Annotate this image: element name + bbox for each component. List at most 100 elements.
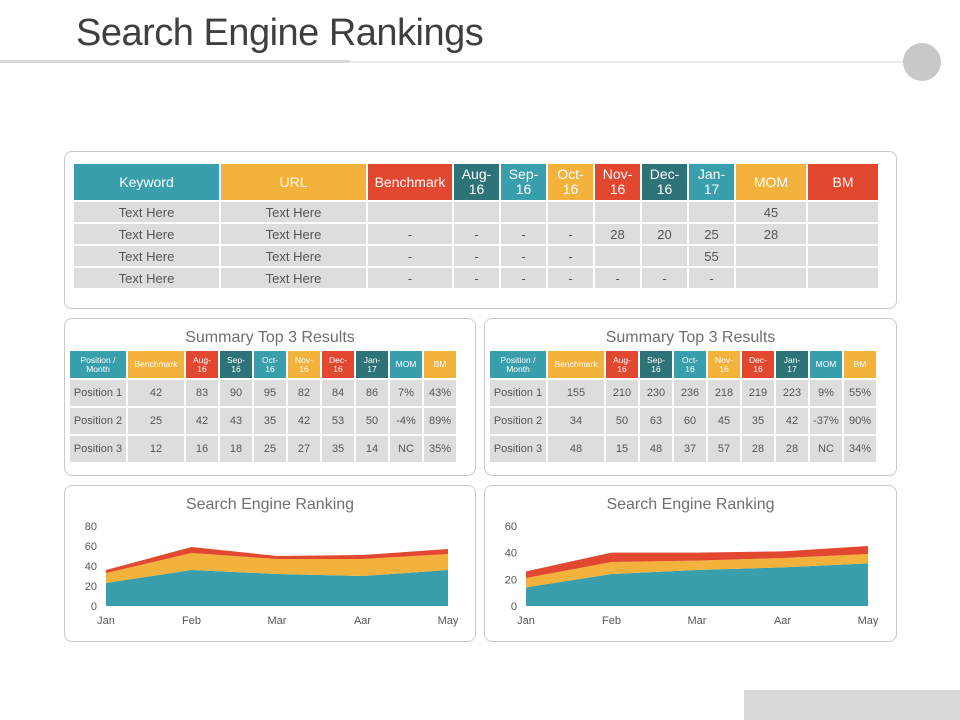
table-cell: Position 3 [490, 436, 546, 462]
title-underline [0, 60, 350, 63]
area-chart: 0 20 40 60 80 Jan Feb Mar Aar May [85, 521, 459, 627]
table-cell: 42 [128, 380, 184, 406]
x-tick-label: Mar [688, 615, 707, 627]
column-header: Benchmark [548, 351, 604, 378]
table-cell: - [548, 268, 593, 288]
table-cell [368, 202, 452, 222]
y-tick-label: 80 [85, 521, 97, 533]
column-header: Dec- 16 [742, 351, 774, 378]
y-tick-label: 60 [85, 541, 97, 553]
table-cell: 55% [844, 380, 876, 406]
table-cell [689, 202, 734, 222]
table-cell: Position 2 [70, 408, 126, 434]
table-cell: NC [390, 436, 422, 462]
table-cell: 20 [642, 224, 687, 244]
table-cell: 155 [548, 380, 604, 406]
table-cell: -4% [390, 408, 422, 434]
table-cell: Text Here [221, 268, 366, 288]
table-row: Position 1 155 210 230 236 218 219 223 9% 55% [490, 380, 876, 406]
table-cell [808, 268, 878, 288]
table-cell: 28 [736, 224, 806, 244]
table-cell: Text Here [221, 246, 366, 266]
area-chart: 0 20 40 60 Jan Feb Mar Aar May [505, 521, 879, 627]
page-title: Search Engine Rankings [76, 12, 484, 54]
table-cell [501, 202, 546, 222]
column-header: Nov- 16 [595, 164, 640, 200]
table-cell: 34% [844, 436, 876, 462]
x-tick-label: Aar [354, 615, 371, 627]
summary-title: Summary Top 3 Results [605, 329, 776, 346]
table-cell [808, 224, 878, 244]
table-cell [642, 202, 687, 222]
column-header: Jan- 17 [356, 351, 388, 378]
table-row: Text Here Text Here - - - -28 20 25 28 [74, 224, 878, 244]
table-cell: 218 [708, 380, 740, 406]
x-tick-label: Jan [517, 615, 535, 627]
column-header: Aug- 16 [186, 351, 218, 378]
column-header: BM [808, 164, 878, 200]
column-header: Oct- 16 [674, 351, 706, 378]
table-cell [454, 202, 499, 222]
table-cell: 57 [708, 436, 740, 462]
table-cell: - [501, 246, 546, 266]
table-cell: 48 [548, 436, 604, 462]
table-cell: 45 [736, 202, 806, 222]
column-header: Benchmark [128, 351, 184, 378]
table-cell: - [642, 268, 687, 288]
keyword-ranking-table: Keyword URL Benchmark Aug- 16 Sep- 16 Oct- 16… [72, 162, 880, 290]
column-header: Nov- 16 [708, 351, 740, 378]
table-cell: 90 [220, 380, 252, 406]
table-cell: 9% [810, 380, 842, 406]
table-row: Position 3 12 16 18 25 27 35 14 NC 35% [70, 436, 456, 462]
table-cell: Text Here [74, 202, 219, 222]
table-cell: 35% [424, 436, 456, 462]
table-cell: - [501, 224, 546, 244]
table-cell [808, 246, 878, 266]
table-row: Position 1 42 83 90 95 82 84 86 7% 43% [70, 380, 456, 406]
x-tick-label: Feb [602, 615, 621, 627]
table-cell: 90% [844, 408, 876, 434]
table-cell: - [454, 268, 499, 288]
table-cell: 35 [742, 408, 774, 434]
area-series-2 [106, 553, 448, 583]
table-cell: 16 [186, 436, 218, 462]
area-series-1 [526, 563, 868, 606]
table-cell: 63 [640, 408, 672, 434]
column-header: Position / Month [490, 351, 546, 378]
keyword-table-panel: Keyword URL Benchmark Aug- 16 Sep- 16 Oct- 16… [64, 151, 897, 309]
column-header: Keyword [74, 164, 219, 200]
table-cell: Position 1 [490, 380, 546, 406]
column-header: MOM [390, 351, 422, 378]
column-header: BM [844, 351, 876, 378]
summary-panel-right: Summary Top 3 Results Position / Month Be… [484, 318, 897, 476]
table-cell: - [454, 246, 499, 266]
y-tick-label: 0 [91, 601, 97, 613]
decorative-corner-bar [744, 690, 960, 720]
table-cell: 230 [640, 380, 672, 406]
table-row: Position 2 25 42 43 35 42 53 50 -4% 89% [70, 408, 456, 434]
table-row: Text Here Text Here - - - - - - - [74, 268, 878, 288]
table-row: Position 3 48 15 48 37 57 28 28 NC 34% [490, 436, 876, 462]
table-cell: 28 [595, 224, 640, 244]
table-cell: 42 [186, 408, 218, 434]
column-header: Sep- 16 [501, 164, 546, 200]
column-header: Jan- 17 [776, 351, 808, 378]
table-row: Text Here Text Here - - - -55 [74, 246, 878, 266]
table-cell [642, 246, 687, 266]
table-cell: 95 [254, 380, 286, 406]
table-row: Text Here Text Here 45 [74, 202, 878, 222]
table-cell: - [368, 268, 452, 288]
table-cell: 43% [424, 380, 456, 406]
column-header: Sep- 16 [220, 351, 252, 378]
column-header: Aug- 16 [454, 164, 499, 200]
table-cell: 25 [689, 224, 734, 244]
table-cell [808, 202, 878, 222]
table-cell: 236 [674, 380, 706, 406]
table-cell: 35 [322, 436, 354, 462]
column-header: Benchmark [368, 164, 452, 200]
table-cell: - [595, 268, 640, 288]
y-tick-label: 0 [511, 601, 517, 613]
table-cell: 15 [606, 436, 638, 462]
table-cell [736, 246, 806, 266]
column-header: URL [221, 164, 366, 200]
